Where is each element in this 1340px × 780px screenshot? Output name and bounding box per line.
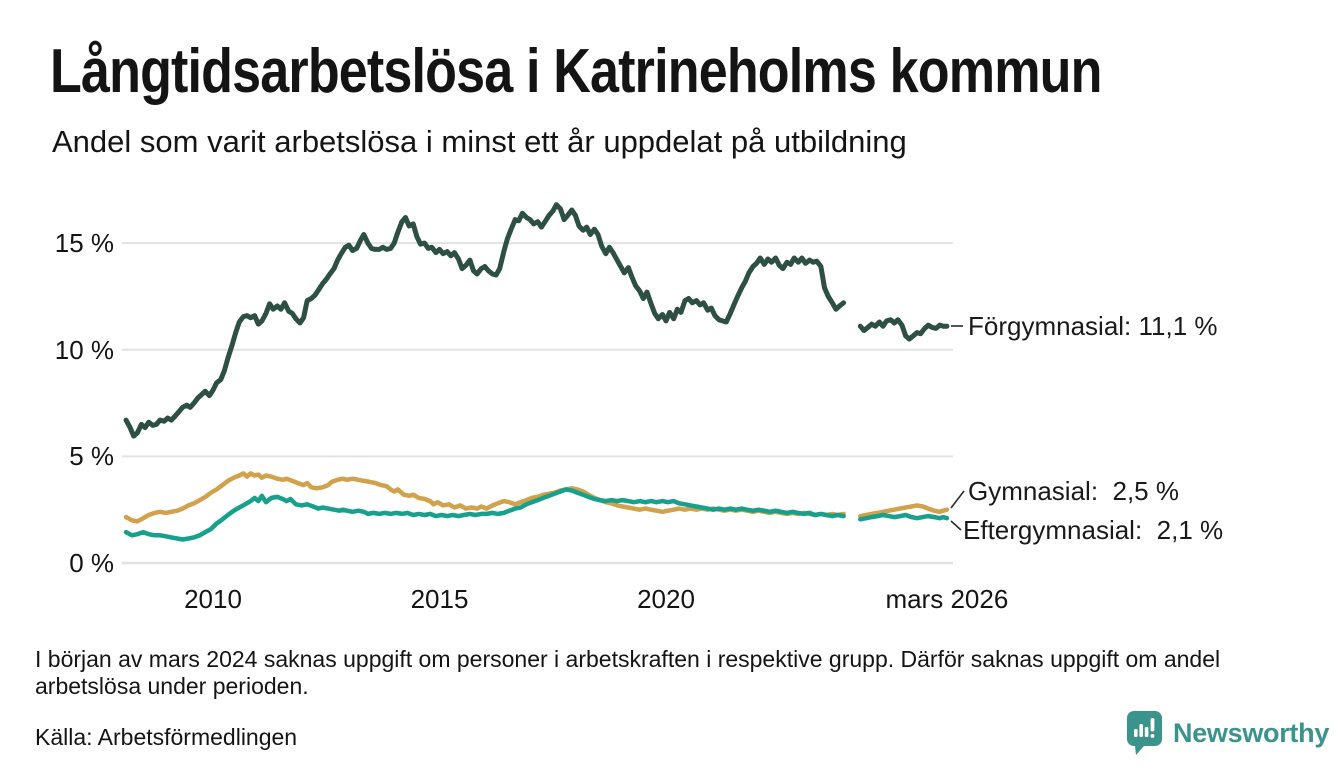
series-end-label-gymnasial: Gymnasial: 2,5 % [968,476,1179,506]
line-forgymnasial-segment-1 [123,202,847,439]
line-gymnasial-segment-2 [858,503,950,519]
newsworthy-chart-bubble-icon [1127,711,1162,755]
x-tick-2010: 2010 [184,584,242,614]
page-title: Långtidsarbetslösa i Katrineholms kommun [50,37,1102,106]
page-subtitle: Andel som varit arbetslösa i minst ett å… [52,124,907,159]
x-tick-2015: 2015 [410,584,469,614]
leader-gymnasial [950,490,965,509]
newsworthy-wordmark: Newsworthy [1173,717,1330,748]
leader-eftergymnasial [950,520,962,531]
line-eftergymnasial-segment-2 [858,512,950,522]
y-tick-15: 15 % [54,228,114,259]
series-end-label-eftergymnasial: Eftergymnasial: 2,1 % [963,515,1224,545]
y-tick-5: 5 % [69,441,114,472]
source-credit: Källa: Arbetsförmedlingen [35,724,298,750]
x-tick-mars-2026: mars 2026 [885,584,1009,614]
line-eftergymnasial-segment-1 [123,487,846,542]
x-tick-2020: 2020 [637,584,695,614]
data-lines [123,202,950,542]
y-tick-10: 10 % [54,334,114,365]
footnote: I början av mars 2024 saknas uppgift om … [35,646,1221,699]
series-end-label-forgymnasial: Förgymnasial: 11,1 % [968,311,1218,341]
newsworthy-logo: Newsworthy [1126,710,1329,756]
label-leader-lines [950,325,965,531]
gridlines [122,242,953,565]
line-forgymnasial-segment-2 [857,317,950,342]
y-tick-0: 0 % [69,548,114,578]
